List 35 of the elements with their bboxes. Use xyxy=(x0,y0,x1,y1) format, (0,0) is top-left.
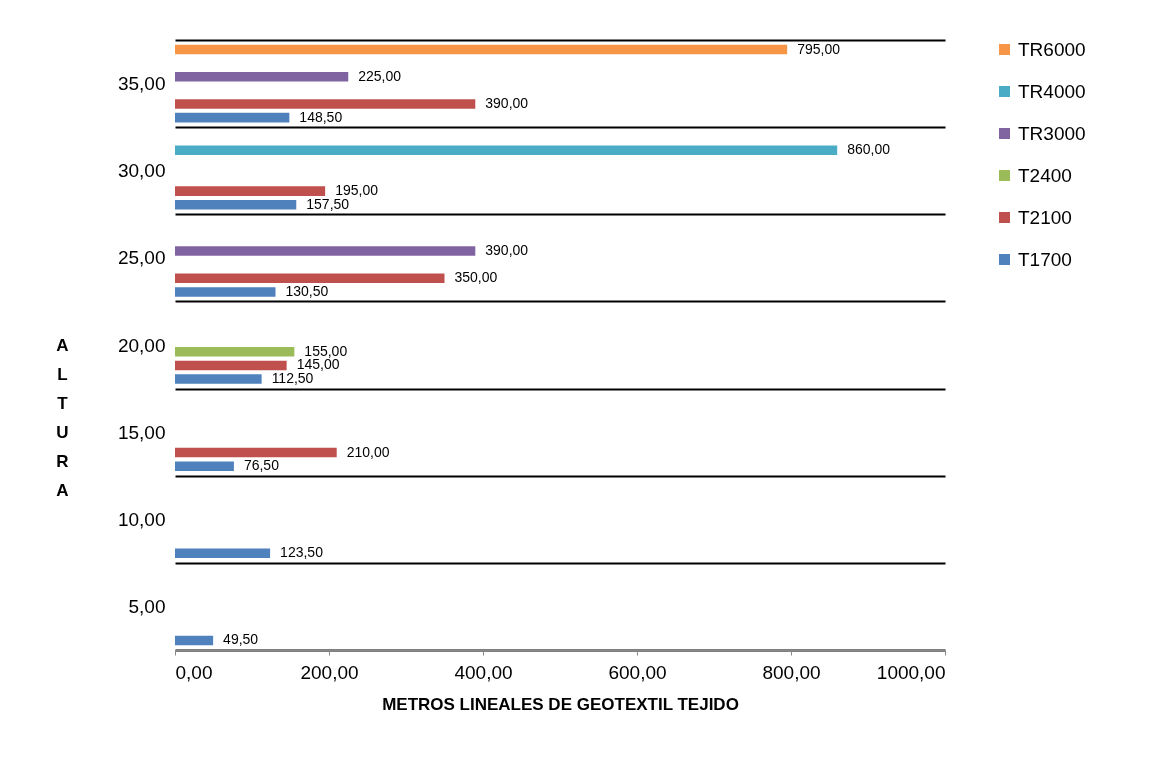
data-label: 390,00 xyxy=(485,242,529,259)
data-label: 390,00 xyxy=(485,95,529,111)
y-tick-label: 10,00 xyxy=(117,508,166,530)
legend-label: T2400 xyxy=(1018,164,1072,186)
x-tick-label: 400,00 xyxy=(454,661,513,683)
legend-label: T2100 xyxy=(1018,206,1072,228)
x-tick-label: 200,00 xyxy=(300,661,359,683)
legend-label: TR6000 xyxy=(1018,38,1086,60)
data-label: 860,00 xyxy=(847,141,891,158)
x-axis-title: METROS LINEALES DE GEOTEXTIL TEJIDO xyxy=(382,694,739,714)
x-tick-label: 600,00 xyxy=(608,661,667,683)
y-tick-label: 35,00 xyxy=(117,73,166,95)
y-tick-label: 30,00 xyxy=(117,160,166,182)
y-tick-label: 15,00 xyxy=(117,421,166,443)
x-tick-label: 800,00 xyxy=(762,661,821,683)
data-label: 210,00 xyxy=(346,443,390,460)
legend-label: T1700 xyxy=(1018,248,1072,270)
data-label: 130,50 xyxy=(285,282,329,299)
y-tick-label: 25,00 xyxy=(117,247,166,269)
x-tick-label: 0,00 xyxy=(175,661,213,683)
y-tick-label: 5,00 xyxy=(128,595,166,617)
data-label: 148,50 xyxy=(299,108,343,125)
data-label: 225,00 xyxy=(358,67,402,84)
x-tick-label: 1000,00 xyxy=(876,661,946,683)
legend-label: TR3000 xyxy=(1018,122,1086,144)
legend-label: TR4000 xyxy=(1018,80,1086,102)
data-label: 123,50 xyxy=(280,544,324,561)
y-axis-title: ALTURA xyxy=(56,335,69,500)
data-label: 49,50 xyxy=(223,631,259,648)
data-label: 76,50 xyxy=(243,457,280,474)
data-label: 350,00 xyxy=(454,269,498,286)
y-tick-label: 20,00 xyxy=(117,334,166,356)
data-label: 155,00 xyxy=(304,342,348,359)
data-label: 795,00 xyxy=(797,40,841,57)
data-label: 112,50 xyxy=(271,370,314,387)
